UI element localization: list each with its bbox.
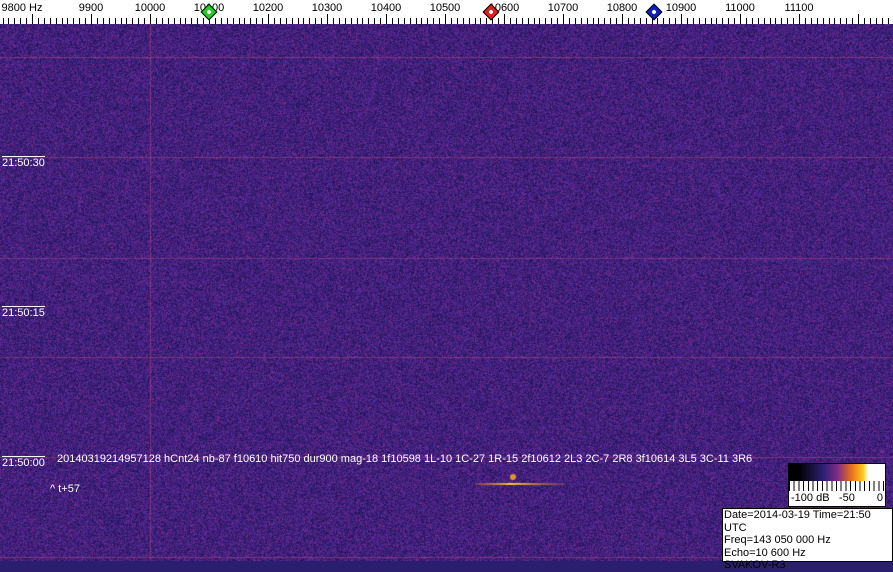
colorbar-label: 0 [876,492,883,504]
frequency-label: 10200 [252,2,284,14]
time-label: 21:50:00 [2,456,45,469]
time-offset-label: ^ t+57 [50,483,80,495]
waterfall-spectrogram[interactable] [0,24,893,561]
frequency-label: 10000 [134,2,166,14]
frequency-label: 9800 Hz [1,2,43,14]
frequency-label: 10800 [606,2,638,14]
marker-dot-icon [488,9,494,15]
frequency-label: 11000 [725,2,755,14]
color-gradient [789,464,885,481]
colorbar-label: -50 [839,492,855,504]
color-scale-bar: -100 dB -50 0 [788,463,886,507]
frequency-axis[interactable]: 9800 Hz990010000101001020010300104001050… [0,0,893,24]
time-label: 21:50:15 [2,306,45,319]
marker-dot-icon [206,9,212,15]
colorbar-label: -100 dB [791,492,830,504]
frequency-label: 11100 [784,2,814,14]
frequency-ticks [3,14,889,24]
frequency-label: 10300 [311,2,343,14]
frequency: Freq=143 050 000 Hz [724,534,831,546]
frequency-label: 10500 [429,2,461,14]
time-label: 21:50:30 [2,156,45,169]
meteor-event-info: 20140319214957128 hCnt24 nb-87 f10610 hi… [57,453,753,465]
frequency-label: 10400 [370,2,402,14]
color-scale-ticks [789,481,885,491]
info-box: Date=2014-03-19 Time=21:50 UTC Freq=143 … [722,508,893,571]
frequency-label: 9900 [78,2,104,14]
marker-dot-icon [651,9,658,15]
frequency-label: 10900 [665,2,697,14]
echo-frequency: Echo=10 600 Hz [724,546,806,559]
frequency-label: 10700 [547,2,579,14]
date-time: Date=2014-03-19 Time=21:50 UTC [724,509,871,534]
